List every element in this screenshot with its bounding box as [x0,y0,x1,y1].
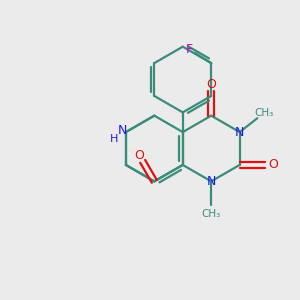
Text: N: N [206,175,216,188]
Text: H: H [110,134,119,144]
Text: O: O [268,158,278,171]
Text: N: N [118,124,127,137]
Text: CH₃: CH₃ [255,108,274,118]
Text: O: O [134,149,144,162]
Text: F: F [186,43,193,56]
Text: O: O [206,78,216,91]
Text: N: N [235,126,244,139]
Text: CH₃: CH₃ [202,208,221,219]
